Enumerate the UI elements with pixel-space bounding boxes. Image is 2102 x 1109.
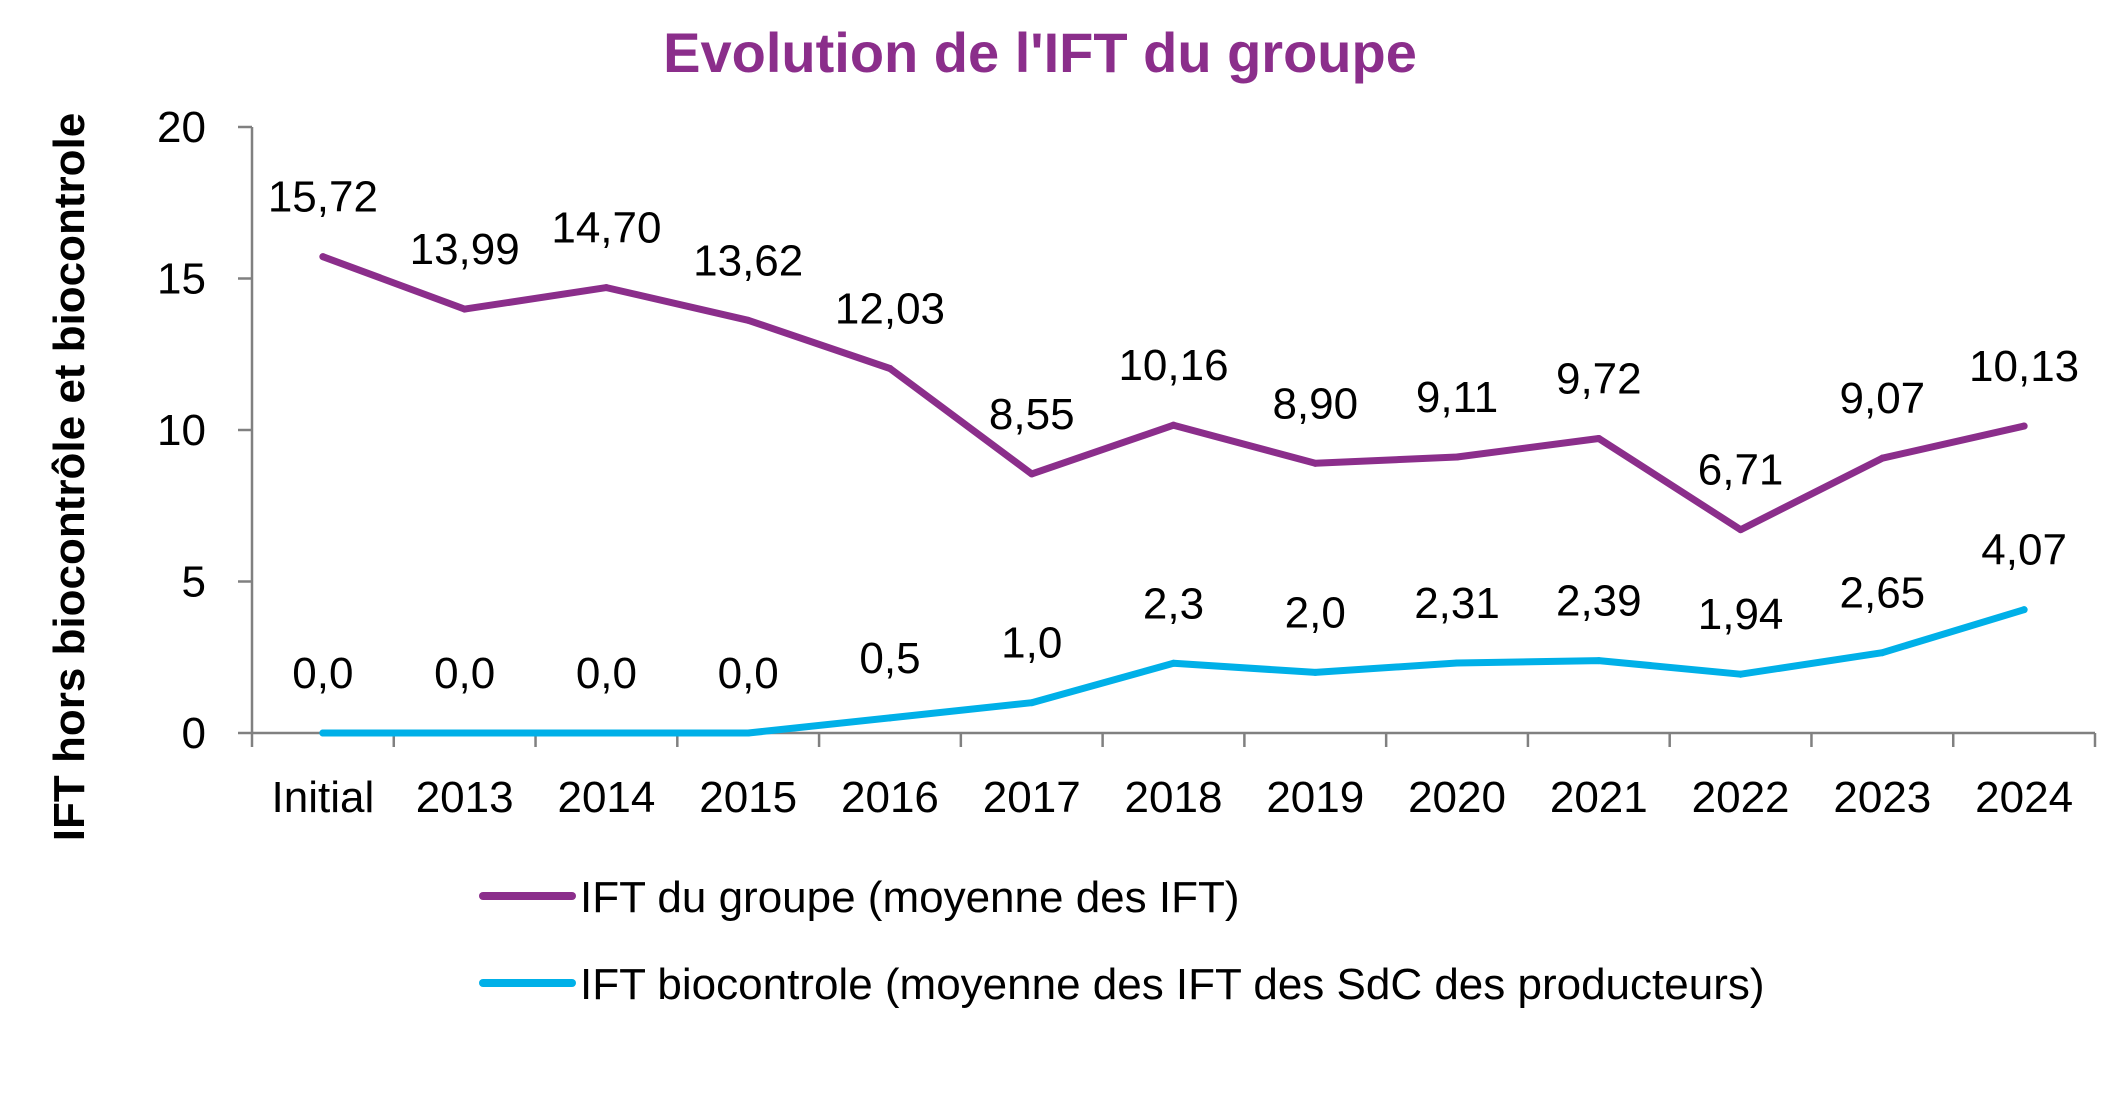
y-tick-label: 0 xyxy=(182,709,206,758)
data-label: 15,72 xyxy=(268,173,378,222)
data-point xyxy=(1737,670,1745,678)
x-tick-label: Initial xyxy=(272,773,375,822)
data-label: 2,65 xyxy=(1840,569,1926,618)
data-point xyxy=(1028,699,1036,707)
chart-title: Evolution de l'IFT du groupe xyxy=(663,21,1417,84)
data-label: 10,16 xyxy=(1118,341,1228,390)
data-point xyxy=(319,253,327,261)
data-label: 9,11 xyxy=(1416,373,1498,422)
data-label: 0,0 xyxy=(576,649,637,698)
data-label: 6,71 xyxy=(1698,446,1784,495)
x-tick-label: 2024 xyxy=(1975,773,2073,822)
data-label: 4,07 xyxy=(1981,526,2067,575)
data-label: 8,90 xyxy=(1272,379,1358,428)
data-point xyxy=(2020,606,2028,614)
x-tick-label: 2020 xyxy=(1408,773,1506,822)
x-tick-label: 2013 xyxy=(416,773,514,822)
data-label: 13,62 xyxy=(693,236,803,285)
data-label: 0,0 xyxy=(434,649,495,698)
data-label: 0,0 xyxy=(718,649,779,698)
y-tick-label: 20 xyxy=(157,103,206,152)
data-point xyxy=(319,729,327,737)
x-tick-label: 2015 xyxy=(699,773,797,822)
data-label: 2,0 xyxy=(1285,588,1346,637)
data-point xyxy=(2020,422,2028,430)
data-point xyxy=(1595,434,1603,442)
data-point xyxy=(1595,657,1603,665)
data-point xyxy=(461,305,469,313)
data-label: 0,0 xyxy=(292,649,353,698)
data-point xyxy=(1311,459,1319,467)
data-label: 8,55 xyxy=(989,390,1075,439)
data-point xyxy=(1453,453,1461,461)
x-tick-label: 2023 xyxy=(1833,773,1931,822)
data-label: 2,31 xyxy=(1414,579,1500,628)
data-point xyxy=(602,729,610,737)
x-tick-label: 2018 xyxy=(1125,773,1223,822)
x-tick-label: 2017 xyxy=(983,773,1081,822)
data-point xyxy=(1170,421,1177,429)
series-layer xyxy=(319,253,2028,737)
data-point xyxy=(602,284,610,292)
data-label: 14,70 xyxy=(551,204,661,253)
x-tick-label: 2016 xyxy=(841,773,939,822)
data-label: 13,99 xyxy=(410,225,520,274)
data-point xyxy=(744,316,752,324)
data-label: 1,94 xyxy=(1698,590,1784,639)
data-point xyxy=(1878,649,1886,657)
data-label: 12,03 xyxy=(835,284,945,333)
data-point xyxy=(1028,470,1036,478)
x-tick-label: 2021 xyxy=(1550,773,1648,822)
data-label: 0,5 xyxy=(859,634,920,683)
legend: IFT du groupe (moyenne des IFT) IFT bioco… xyxy=(479,873,1765,1009)
x-tick-label: 2022 xyxy=(1692,773,1790,822)
data-point xyxy=(1737,526,1745,534)
y-tick-label: 5 xyxy=(182,558,206,607)
legend-label-2: IFT biocontrole (moyenne des IFT des SdC… xyxy=(580,960,1765,1009)
data-point xyxy=(744,729,752,737)
data-point xyxy=(1311,668,1319,676)
data-point xyxy=(1453,659,1461,667)
data-label: 10,13 xyxy=(1969,342,2079,391)
y-tick-label: 15 xyxy=(157,255,206,304)
data-point xyxy=(1878,454,1886,462)
x-tick-label: 2014 xyxy=(557,773,655,822)
data-point xyxy=(461,729,469,737)
data-labels: 15,72 13,99 14,70 13,62 12,03 8,55 10,16 8,90 9,… xyxy=(268,173,2079,698)
axes: 0 5 10 15 20 Initial 2013 2014 2015 2016 2017 2018 2… xyxy=(157,103,2097,822)
data-point xyxy=(886,364,894,372)
data-label: 9,07 xyxy=(1840,374,1926,423)
data-label: 9,72 xyxy=(1556,354,1642,403)
y-axis-title: IFT hors biocontrôle et biocontrole xyxy=(45,113,94,841)
legend-label-1: IFT du groupe (moyenne des IFT) xyxy=(580,873,1239,922)
data-label: 2,39 xyxy=(1556,577,1642,626)
x-tick-label: 2019 xyxy=(1266,773,1364,822)
data-label: 2,3 xyxy=(1143,579,1204,628)
data-label: 1,0 xyxy=(1001,619,1062,668)
y-tick-label: 10 xyxy=(157,406,206,455)
data-point xyxy=(1170,659,1177,667)
data-point xyxy=(886,714,894,722)
